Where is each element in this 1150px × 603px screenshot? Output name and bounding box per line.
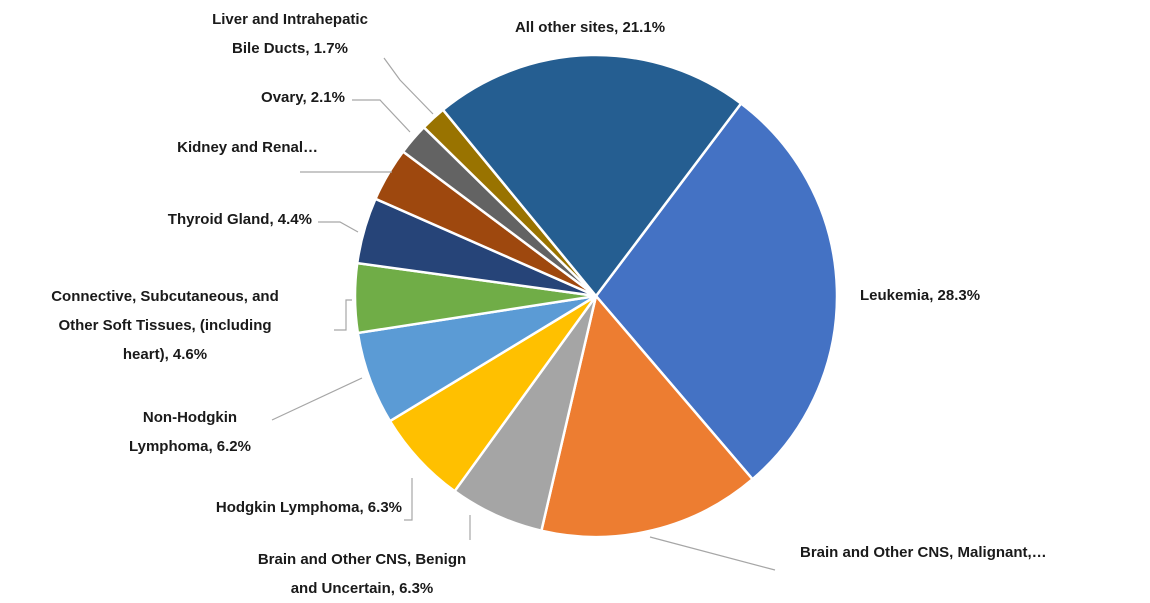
leader-line <box>334 299 352 331</box>
leader-line <box>649 536 776 571</box>
data-label: Kidney and Renal… <box>177 139 318 156</box>
data-label: Hodgkin Lymphoma, 6.3% <box>216 499 402 516</box>
pie-slice <box>594 101 839 482</box>
data-label: All other sites, 21.1% <box>515 19 665 36</box>
data-label: Ovary, 2.1% <box>261 89 345 106</box>
leader-line <box>352 99 411 133</box>
leader-line <box>271 377 363 421</box>
leader-line <box>383 57 434 115</box>
data-label: Thyroid Gland, 4.4% <box>168 211 312 228</box>
pie-slice <box>539 293 755 539</box>
data-label: Leukemia, 28.3% <box>860 287 980 304</box>
data-label: Brain and Other CNS, Malignant,… <box>800 544 1047 561</box>
data-label: Liver and Intrahepatic Bile Ducts, 1.7% <box>212 11 368 57</box>
leader-line <box>404 478 413 521</box>
data-label: Brain and Other CNS, Benign and Uncertain… <box>258 551 466 597</box>
leader-line <box>318 221 359 233</box>
data-label: Non-Hodgkin Lymphoma, 6.2% <box>129 409 251 455</box>
pie-slice <box>441 53 743 299</box>
data-label: Connective, Subcutaneous, and Other Soft … <box>51 288 279 363</box>
